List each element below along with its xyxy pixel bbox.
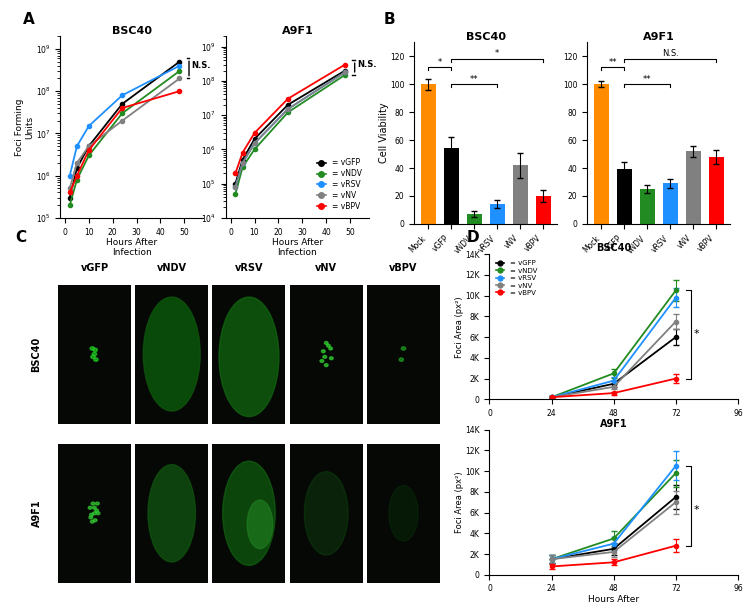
Bar	[212, 284, 285, 423]
Legend: = vGFP, = vNDV, = vRSV, = vNV, = vBPV: = vGFP, = vNDV, = vRSV, = vNV, = vBPV	[493, 258, 540, 299]
Ellipse shape	[88, 506, 92, 509]
X-axis label: Hours After
Infection: Hours After Infection	[588, 595, 639, 605]
Ellipse shape	[325, 364, 328, 367]
Bar	[367, 284, 440, 423]
Ellipse shape	[91, 502, 95, 505]
Text: N.S.: N.S.	[662, 50, 678, 59]
Ellipse shape	[320, 359, 324, 362]
Ellipse shape	[91, 355, 95, 359]
Ellipse shape	[93, 358, 98, 361]
Text: **: **	[470, 74, 478, 83]
Bar	[212, 444, 285, 583]
Ellipse shape	[322, 350, 325, 353]
Y-axis label: Foci Forming
Units: Foci Forming Units	[15, 98, 34, 156]
Ellipse shape	[401, 347, 406, 350]
Y-axis label: Cell Viability: Cell Viability	[379, 103, 389, 163]
Bar	[686, 151, 701, 224]
Ellipse shape	[90, 513, 93, 516]
Y-axis label: Foci Area (px²): Foci Area (px²)	[455, 471, 464, 533]
Text: **: **	[608, 58, 617, 67]
Ellipse shape	[145, 298, 199, 410]
Y-axis label: Foci Area (px²): Foci Area (px²)	[455, 296, 464, 358]
Text: *: *	[694, 505, 700, 514]
Bar	[594, 84, 609, 224]
Ellipse shape	[96, 512, 100, 515]
Bar	[640, 189, 655, 224]
Text: vNDV: vNDV	[157, 263, 187, 273]
Ellipse shape	[90, 520, 94, 523]
Ellipse shape	[95, 509, 99, 512]
Bar	[617, 169, 632, 224]
Bar	[709, 157, 724, 224]
Title: BSC40: BSC40	[465, 31, 506, 42]
X-axis label: Hours After
Infection: Hours After Infection	[106, 238, 157, 257]
Text: D: D	[467, 230, 480, 245]
Ellipse shape	[96, 502, 99, 505]
Bar	[290, 284, 363, 423]
Ellipse shape	[304, 472, 348, 555]
Bar	[444, 148, 459, 224]
Text: A9F1: A9F1	[32, 500, 41, 527]
Legend: = vGFP, = vNDV, = vRSV, = vNV, = vBPV: = vGFP, = vNDV, = vRSV, = vNV, = vBPV	[314, 155, 365, 214]
Bar	[467, 214, 482, 224]
Text: *: *	[694, 329, 700, 339]
Ellipse shape	[330, 357, 333, 359]
Bar	[421, 84, 436, 224]
Text: vRSV: vRSV	[235, 263, 264, 273]
Bar	[513, 165, 528, 224]
Bar	[290, 444, 363, 583]
Text: C: C	[15, 230, 26, 245]
Text: vGFP: vGFP	[81, 263, 108, 273]
Title: A9F1: A9F1	[643, 31, 675, 42]
Text: B: B	[384, 12, 395, 27]
Ellipse shape	[389, 485, 418, 541]
Ellipse shape	[89, 516, 93, 519]
Ellipse shape	[399, 358, 404, 361]
Title: BSC40: BSC40	[111, 25, 152, 36]
Bar	[663, 183, 678, 224]
Ellipse shape	[219, 297, 279, 417]
Ellipse shape	[93, 506, 96, 509]
Bar	[58, 444, 131, 583]
Ellipse shape	[90, 347, 94, 350]
Ellipse shape	[148, 465, 196, 562]
Ellipse shape	[93, 512, 96, 515]
Text: vNV: vNV	[316, 263, 337, 273]
Ellipse shape	[143, 297, 200, 411]
Ellipse shape	[223, 461, 276, 565]
Bar	[136, 284, 208, 423]
Ellipse shape	[327, 344, 331, 347]
Title: A9F1: A9F1	[600, 419, 627, 429]
Title: BSC40: BSC40	[596, 243, 631, 253]
Text: N.S.: N.S.	[191, 61, 211, 70]
Text: *: *	[437, 58, 442, 67]
X-axis label: Hours After
Infection: Hours After Infection	[272, 238, 323, 257]
Text: *: *	[495, 50, 499, 59]
Ellipse shape	[325, 341, 328, 344]
Ellipse shape	[329, 347, 332, 350]
Text: N.S.: N.S.	[357, 60, 376, 69]
Text: **: **	[643, 74, 651, 83]
Ellipse shape	[247, 500, 273, 549]
Text: vBPV: vBPV	[389, 263, 418, 273]
Bar	[489, 204, 505, 224]
Text: BSC40: BSC40	[32, 336, 41, 371]
Ellipse shape	[93, 348, 97, 352]
Ellipse shape	[323, 355, 327, 358]
Bar	[58, 284, 131, 423]
Bar	[367, 444, 440, 583]
Bar	[136, 444, 208, 583]
Ellipse shape	[93, 352, 96, 356]
Title: A9F1: A9F1	[282, 25, 313, 36]
Ellipse shape	[93, 518, 97, 522]
Bar	[535, 196, 550, 224]
Text: A: A	[23, 12, 35, 27]
